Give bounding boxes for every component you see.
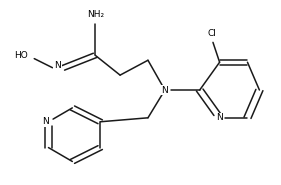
Text: N: N: [162, 85, 168, 95]
Text: NH₂: NH₂: [87, 10, 104, 18]
Text: N: N: [42, 117, 48, 126]
Text: HO: HO: [14, 51, 28, 60]
Text: Cl: Cl: [207, 29, 216, 38]
Text: N: N: [54, 61, 61, 70]
Text: N: N: [216, 113, 223, 122]
